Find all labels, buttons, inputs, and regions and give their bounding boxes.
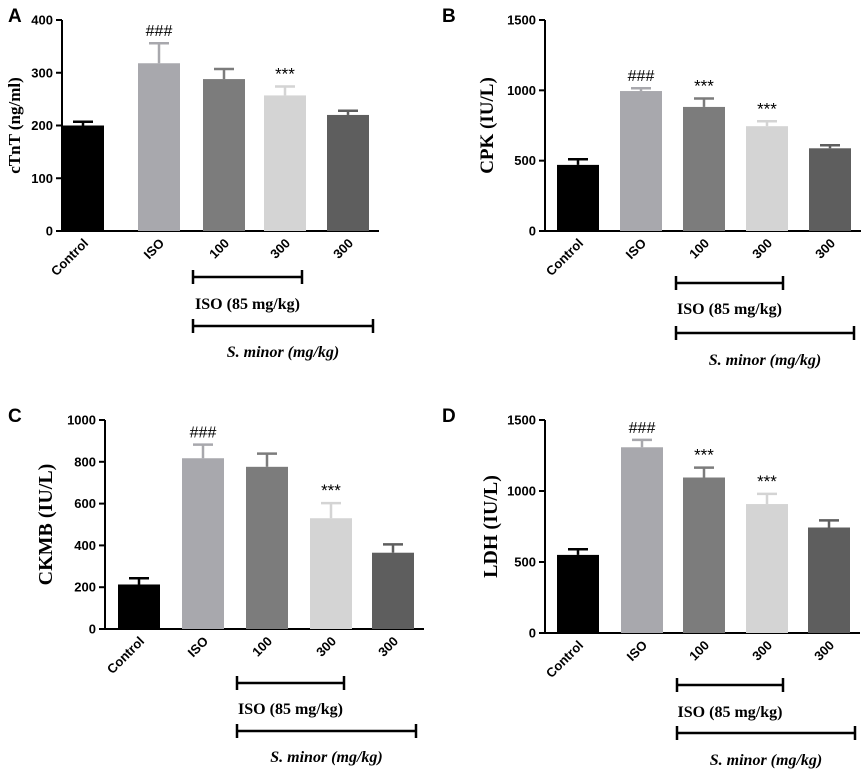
y-axis-label: CPK (IU/L) — [477, 77, 498, 174]
significance-label: *** — [275, 64, 295, 83]
x-tick-label: Control — [543, 638, 586, 681]
x-tick-label: 300 — [749, 638, 775, 664]
y-tick-label: 1000 — [67, 413, 96, 428]
y-tick-label: 0 — [529, 626, 536, 641]
x-tick-label: 300 — [267, 236, 293, 262]
iso-group-label: ISO (85 mg/kg) — [678, 704, 783, 721]
x-tick-label: 100 — [686, 236, 712, 262]
bar-4 — [746, 126, 788, 231]
iso-group-label: ISO (85 mg/kg) — [238, 701, 343, 718]
y-tick-label: 1000 — [507, 83, 536, 98]
y-tick-label: 500 — [514, 555, 536, 570]
y-tick-label: 300 — [31, 65, 53, 80]
x-tick-label: 300 — [811, 638, 837, 664]
panel-C: C CKMB (IU/L) 0 200 400 600 800 1000 Control ### I… — [8, 406, 424, 766]
bar-3 — [683, 106, 725, 231]
y-tick-label: 400 — [74, 538, 96, 553]
significance-label: *** — [694, 446, 714, 465]
x-tick-label: Control — [543, 236, 586, 279]
significance-label: ### — [629, 420, 656, 437]
significance-label: *** — [694, 76, 714, 95]
y-tick-label: 200 — [74, 580, 96, 595]
bar-3 — [246, 466, 288, 629]
minor-group-label: S. minor (mg/kg) — [270, 749, 382, 766]
bar-2 — [621, 447, 663, 633]
panel-letter: C — [8, 406, 22, 427]
x-tick-label: ISO — [623, 236, 649, 262]
x-tick-label: 300 — [313, 634, 339, 660]
x-tick-label: 300 — [812, 236, 838, 262]
y-tick-label: 1500 — [507, 13, 536, 28]
x-tick-label: 300 — [375, 634, 401, 660]
y-tick-label: 0 — [46, 224, 53, 239]
bar-4 — [310, 518, 352, 629]
y-axis-label: LDH (IU/L) — [480, 475, 502, 578]
x-tick-label: 300 — [330, 236, 356, 262]
y-axis-label: cTnT (ng/ml) — [5, 77, 24, 174]
panel-letter: A — [8, 6, 22, 27]
bar-1 — [118, 584, 160, 629]
y-axis-label: CKMB (IU/L) — [35, 464, 57, 586]
significance-label: ### — [628, 68, 655, 85]
y-tick-label: 400 — [31, 13, 53, 28]
bar-3 — [203, 79, 245, 231]
bar-3 — [683, 477, 725, 633]
minor-group-label: S. minor (mg/kg) — [227, 344, 339, 361]
minor-group-label: S. minor (mg/kg) — [710, 752, 822, 769]
x-tick-label: ISO — [185, 634, 211, 660]
y-tick-label: 200 — [31, 118, 53, 133]
y-tick-label: 0 — [89, 622, 96, 637]
y-tick-label: 1000 — [507, 484, 536, 499]
bar-5 — [372, 552, 414, 629]
x-tick-label: 100 — [206, 236, 232, 262]
x-tick-label: ISO — [624, 638, 650, 664]
panel-B: B CPK (IU/L) 0 500 1000 1500 Control ### ISO *** 1… — [442, 6, 861, 369]
bar-4 — [264, 95, 306, 232]
bar-1 — [557, 554, 599, 633]
bar-1 — [557, 164, 599, 231]
x-tick-label: ISO — [141, 236, 167, 262]
bar-2 — [620, 91, 662, 231]
x-tick-label: 100 — [686, 638, 712, 664]
bar-4 — [746, 504, 788, 633]
y-tick-label: 0 — [529, 224, 536, 239]
x-tick-label: 100 — [249, 634, 275, 660]
y-tick-label: 500 — [514, 153, 536, 168]
significance-label: ### — [190, 425, 217, 442]
significance-label: *** — [757, 99, 777, 118]
x-tick-label: Control — [104, 634, 147, 677]
bar-5 — [808, 527, 850, 633]
y-tick-label: 100 — [31, 171, 53, 186]
significance-label: *** — [321, 481, 341, 500]
bar-5 — [809, 148, 851, 231]
panel-letter: B — [442, 6, 456, 27]
panel-letter: D — [442, 406, 456, 427]
iso-group-label: ISO (85 mg/kg) — [677, 301, 782, 318]
y-tick-label: 600 — [74, 496, 96, 511]
y-tick-label: 1500 — [507, 413, 536, 428]
iso-group-label: ISO (85 mg/kg) — [195, 296, 300, 313]
x-tick-label: Control — [48, 236, 91, 279]
bar-2 — [182, 458, 224, 629]
panel-D: D LDH (IU/L) 0 500 1000 1500 Control ### ISO *** 1… — [442, 406, 860, 769]
significance-label: ### — [146, 23, 173, 40]
significance-label: *** — [757, 472, 777, 491]
bar-1 — [62, 125, 104, 231]
minor-group-label: S. minor (mg/kg) — [709, 352, 821, 369]
y-tick-label: 800 — [74, 454, 96, 469]
bar-2 — [138, 63, 180, 231]
bar-5 — [327, 114, 369, 231]
x-tick-label: 300 — [749, 236, 775, 262]
